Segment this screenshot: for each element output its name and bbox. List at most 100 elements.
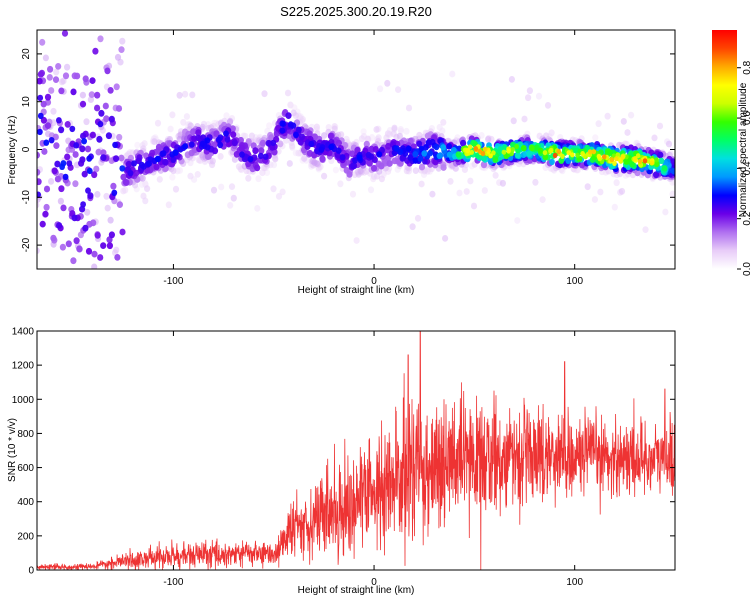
spectrogram-point xyxy=(528,144,535,152)
spectrogram-point xyxy=(510,147,515,153)
spectrogram-point xyxy=(95,148,102,156)
spectrogram-point xyxy=(227,202,234,209)
spectrogram-point xyxy=(395,86,402,93)
spectrogram-point xyxy=(537,147,544,154)
spectrogram-point xyxy=(332,166,339,174)
spectrogram-point xyxy=(433,143,440,151)
spectrogram-point xyxy=(286,160,293,167)
spectrogram-point xyxy=(48,137,55,144)
spectrogram-point xyxy=(242,132,249,140)
spectrogram-point xyxy=(560,153,565,159)
y-tick-label: 1000 xyxy=(12,395,35,406)
spectrogram-point xyxy=(37,112,44,120)
y-tick-label: -10 xyxy=(21,190,32,205)
spectrogram-point xyxy=(247,156,254,163)
spectrogram-point xyxy=(100,154,107,162)
spectrogram-point xyxy=(248,132,255,140)
spectrogram-point xyxy=(79,100,87,108)
snr-series-line xyxy=(37,331,675,570)
spectrogram-point xyxy=(279,127,286,134)
spectrogram-point xyxy=(365,151,372,159)
snr-panel: -100 0 100 0 200 400 600 800 1000 1200 1400 Heigh… xyxy=(7,327,676,596)
spectrogram-point xyxy=(43,139,50,146)
spectrogram-point xyxy=(297,138,304,146)
colorbar-ticks: 0.0 0.2 0.4 0.6 0.8 xyxy=(737,60,750,276)
spectrogram-point xyxy=(270,185,277,193)
spectrogram-point xyxy=(79,156,86,164)
spectrogram-point xyxy=(88,91,95,98)
spectrogram-point xyxy=(107,87,114,94)
spectrogram-point xyxy=(339,154,346,161)
spectrogram-point xyxy=(548,147,554,153)
spectrogram-point xyxy=(427,150,433,157)
spectrogram-point xyxy=(357,167,364,175)
spectrogram-point xyxy=(84,208,91,216)
spectrogram-point xyxy=(64,121,71,128)
spectrogram-point xyxy=(542,150,548,156)
spectrogram-point xyxy=(195,129,202,137)
spectrogram-point xyxy=(104,67,111,75)
spectrogram-point xyxy=(62,72,70,80)
y-tick-label: 1200 xyxy=(12,361,35,372)
spectrogram-point xyxy=(279,188,286,196)
spectrogram-point xyxy=(558,157,565,164)
spectrogram-point xyxy=(548,129,555,137)
spectrogram-point xyxy=(228,183,236,191)
spectrogram-point xyxy=(661,165,668,172)
spectrogram-point xyxy=(119,165,126,172)
spectrogram-point xyxy=(321,132,328,139)
spectrogram-point xyxy=(131,160,138,167)
spectrogram-point xyxy=(139,174,146,182)
spectrogram-point xyxy=(335,139,342,147)
spectrogram-point xyxy=(153,163,160,171)
spectrogram-point xyxy=(446,143,452,150)
spectrogram-point xyxy=(343,167,350,174)
spectrogram-point xyxy=(61,30,69,37)
spectrogram-point xyxy=(669,190,675,198)
spectrogram-point xyxy=(255,175,262,183)
y-tick-label: 0 xyxy=(21,146,32,152)
spectrogram-point xyxy=(290,109,297,117)
spectrogram-point xyxy=(601,154,607,160)
spectrogram-point xyxy=(257,152,264,160)
spectrogram-point xyxy=(44,122,52,129)
spectrogram-x-ticks: -100 0 100 xyxy=(163,30,583,287)
spectrogram-y-axis-label: Frequency (Hz) xyxy=(7,116,18,185)
spectrogram-point xyxy=(79,145,86,153)
colorbar: 0.0 0.2 0.4 0.6 0.8 Normalized spectral ampl… xyxy=(712,30,750,276)
spectrogram-point xyxy=(213,130,220,138)
spectrogram-point xyxy=(112,141,118,149)
spectrogram-point xyxy=(480,161,488,169)
spectrogram-point xyxy=(306,130,313,138)
spectrogram-point xyxy=(103,192,110,200)
spectrogram-point xyxy=(39,38,46,46)
spectrogram-point xyxy=(609,157,615,163)
spectrogram-point xyxy=(657,151,664,159)
spectrogram-point xyxy=(429,190,436,198)
spectrogram-point xyxy=(480,151,486,157)
spectrogram-point xyxy=(436,123,443,131)
spectrogram-point xyxy=(482,146,488,152)
spectrogram-point xyxy=(418,180,425,188)
spectrogram-point xyxy=(91,250,98,258)
spectrogram-point xyxy=(525,94,532,102)
x-tick-label: -100 xyxy=(163,577,183,588)
spectrogram-point xyxy=(393,145,400,152)
spectrogram-point xyxy=(51,167,58,175)
spectrogram-point xyxy=(204,137,211,144)
spectrogram-point xyxy=(456,189,463,197)
spectrogram-point xyxy=(146,160,153,167)
spectrogram-point xyxy=(43,203,50,211)
spectrogram-point xyxy=(508,76,515,83)
spectrogram-point xyxy=(277,140,284,148)
spectrogram-point xyxy=(92,47,99,55)
spectrogram-point xyxy=(350,162,356,170)
spectrogram-point xyxy=(259,139,266,147)
spectrogram-point xyxy=(42,54,50,62)
spectrogram-point xyxy=(58,185,65,193)
spectrogram-point xyxy=(54,160,61,168)
x-tick-label: 100 xyxy=(566,276,583,287)
spectrogram-point xyxy=(224,136,231,143)
spectrogram-point xyxy=(82,75,89,83)
